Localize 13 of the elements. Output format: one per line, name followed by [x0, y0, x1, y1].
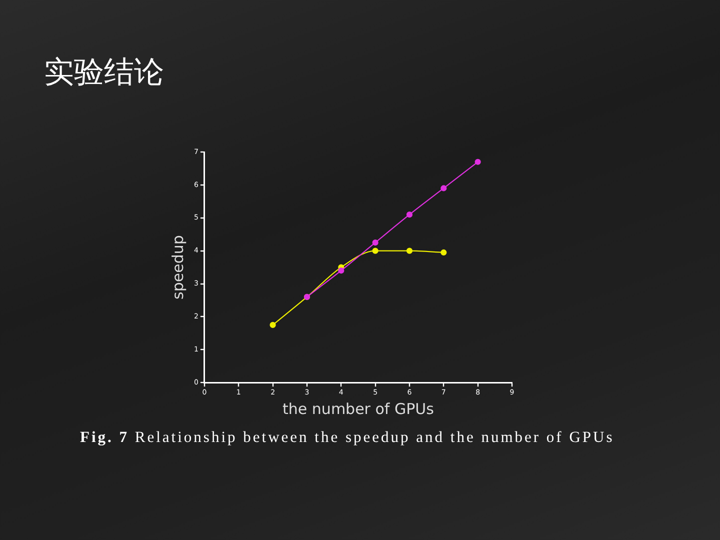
point — [440, 249, 447, 256]
point — [372, 240, 378, 246]
point — [270, 322, 276, 328]
y-axis-title: speedup — [168, 235, 187, 300]
point — [440, 185, 447, 192]
point — [406, 248, 413, 254]
point — [406, 212, 413, 218]
point — [372, 248, 378, 254]
x-axis-title: the number of GPUs — [282, 400, 434, 418]
caption: Fig. 7 Relationship between the speedup and the number of GPUs — [80, 429, 614, 446]
chart-title: 实验结论 — [44, 54, 164, 92]
point — [338, 268, 344, 274]
point — [474, 158, 481, 165]
